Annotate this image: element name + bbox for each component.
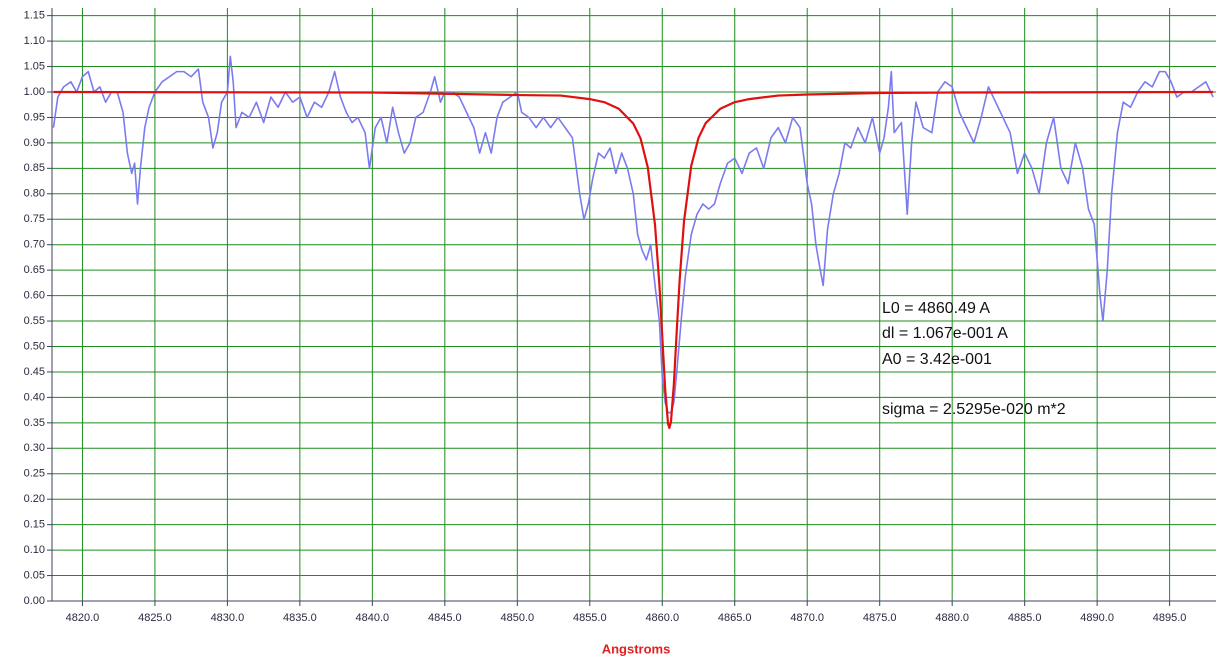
y-tick-label: 0.85 xyxy=(24,162,45,174)
y-tick-label: 0.35 xyxy=(24,417,45,429)
y-tick-label: 0.80 xyxy=(24,188,45,200)
x-tick-label: 4820.0 xyxy=(66,612,100,624)
x-tick-label: 4850.0 xyxy=(500,612,534,624)
y-tick-label: 1.00 xyxy=(24,86,45,98)
x-tick-label: 4825.0 xyxy=(138,612,172,624)
y-tick-label: 0.20 xyxy=(24,493,45,505)
x-tick-label: 4870.0 xyxy=(790,612,824,624)
x-tick-label: 4880.0 xyxy=(935,612,969,624)
y-tick-label: 0.60 xyxy=(24,289,45,301)
x-axis-label: Angstroms xyxy=(602,641,671,656)
annotation: dl = 1.067e-001 A xyxy=(882,325,1008,342)
y-tick-label: 0.10 xyxy=(24,544,45,556)
x-tick-label: 4860.0 xyxy=(645,612,679,624)
annotation: A0 = 3.42e-001 xyxy=(882,351,992,368)
x-tick-label: 4895.0 xyxy=(1153,612,1187,624)
x-tick-label: 4830.0 xyxy=(211,612,245,624)
y-tick-label: 0.45 xyxy=(24,366,45,378)
y-tick-label: 0.50 xyxy=(24,340,45,352)
x-tick-label: 4845.0 xyxy=(428,612,462,624)
axes: 0.00 0.05 0.10 0.15 0.20 0.25 0.30 0.35 0.40 0.45… xyxy=(24,8,1216,624)
y-tick-label: 0.55 xyxy=(24,315,45,327)
x-tick-label: 4865.0 xyxy=(718,612,752,624)
x-tick-label: 4885.0 xyxy=(1008,612,1042,624)
plot-area xyxy=(52,55,1214,430)
x-tick-label: 4835.0 xyxy=(283,612,317,624)
data-line xyxy=(53,90,1214,430)
data-line xyxy=(52,55,1214,414)
annotation: L0 = 4860.49 A xyxy=(882,300,990,317)
y-tick-label: 0.95 xyxy=(24,111,45,123)
annotation: sigma = 2.5295e-020 m*2 xyxy=(882,401,1066,418)
y-tick-label: 0.65 xyxy=(24,264,45,276)
y-tick-label: 1.05 xyxy=(24,60,45,72)
x-tick-label: 4855.0 xyxy=(573,612,607,624)
y-tick-label: 0.75 xyxy=(24,213,45,225)
x-tick-label: 4890.0 xyxy=(1080,612,1114,624)
grid xyxy=(52,8,1216,602)
y-tick-label: 1.15 xyxy=(24,10,45,22)
x-tick-label: 4875.0 xyxy=(863,612,897,624)
y-tick-label: 0.25 xyxy=(24,468,45,480)
y-tick-label: 0.00 xyxy=(24,595,45,607)
y-tick-label: 0.90 xyxy=(24,137,45,149)
y-tick-label: 0.15 xyxy=(24,519,45,531)
y-tick-label: 0.05 xyxy=(24,569,45,581)
y-tick-label: 0.70 xyxy=(24,239,45,251)
y-tick-label: 0.30 xyxy=(24,442,45,454)
y-tick-label: 0.40 xyxy=(24,391,45,403)
y-tick-label: 1.10 xyxy=(24,35,45,47)
x-tick-label: 4840.0 xyxy=(356,612,390,624)
